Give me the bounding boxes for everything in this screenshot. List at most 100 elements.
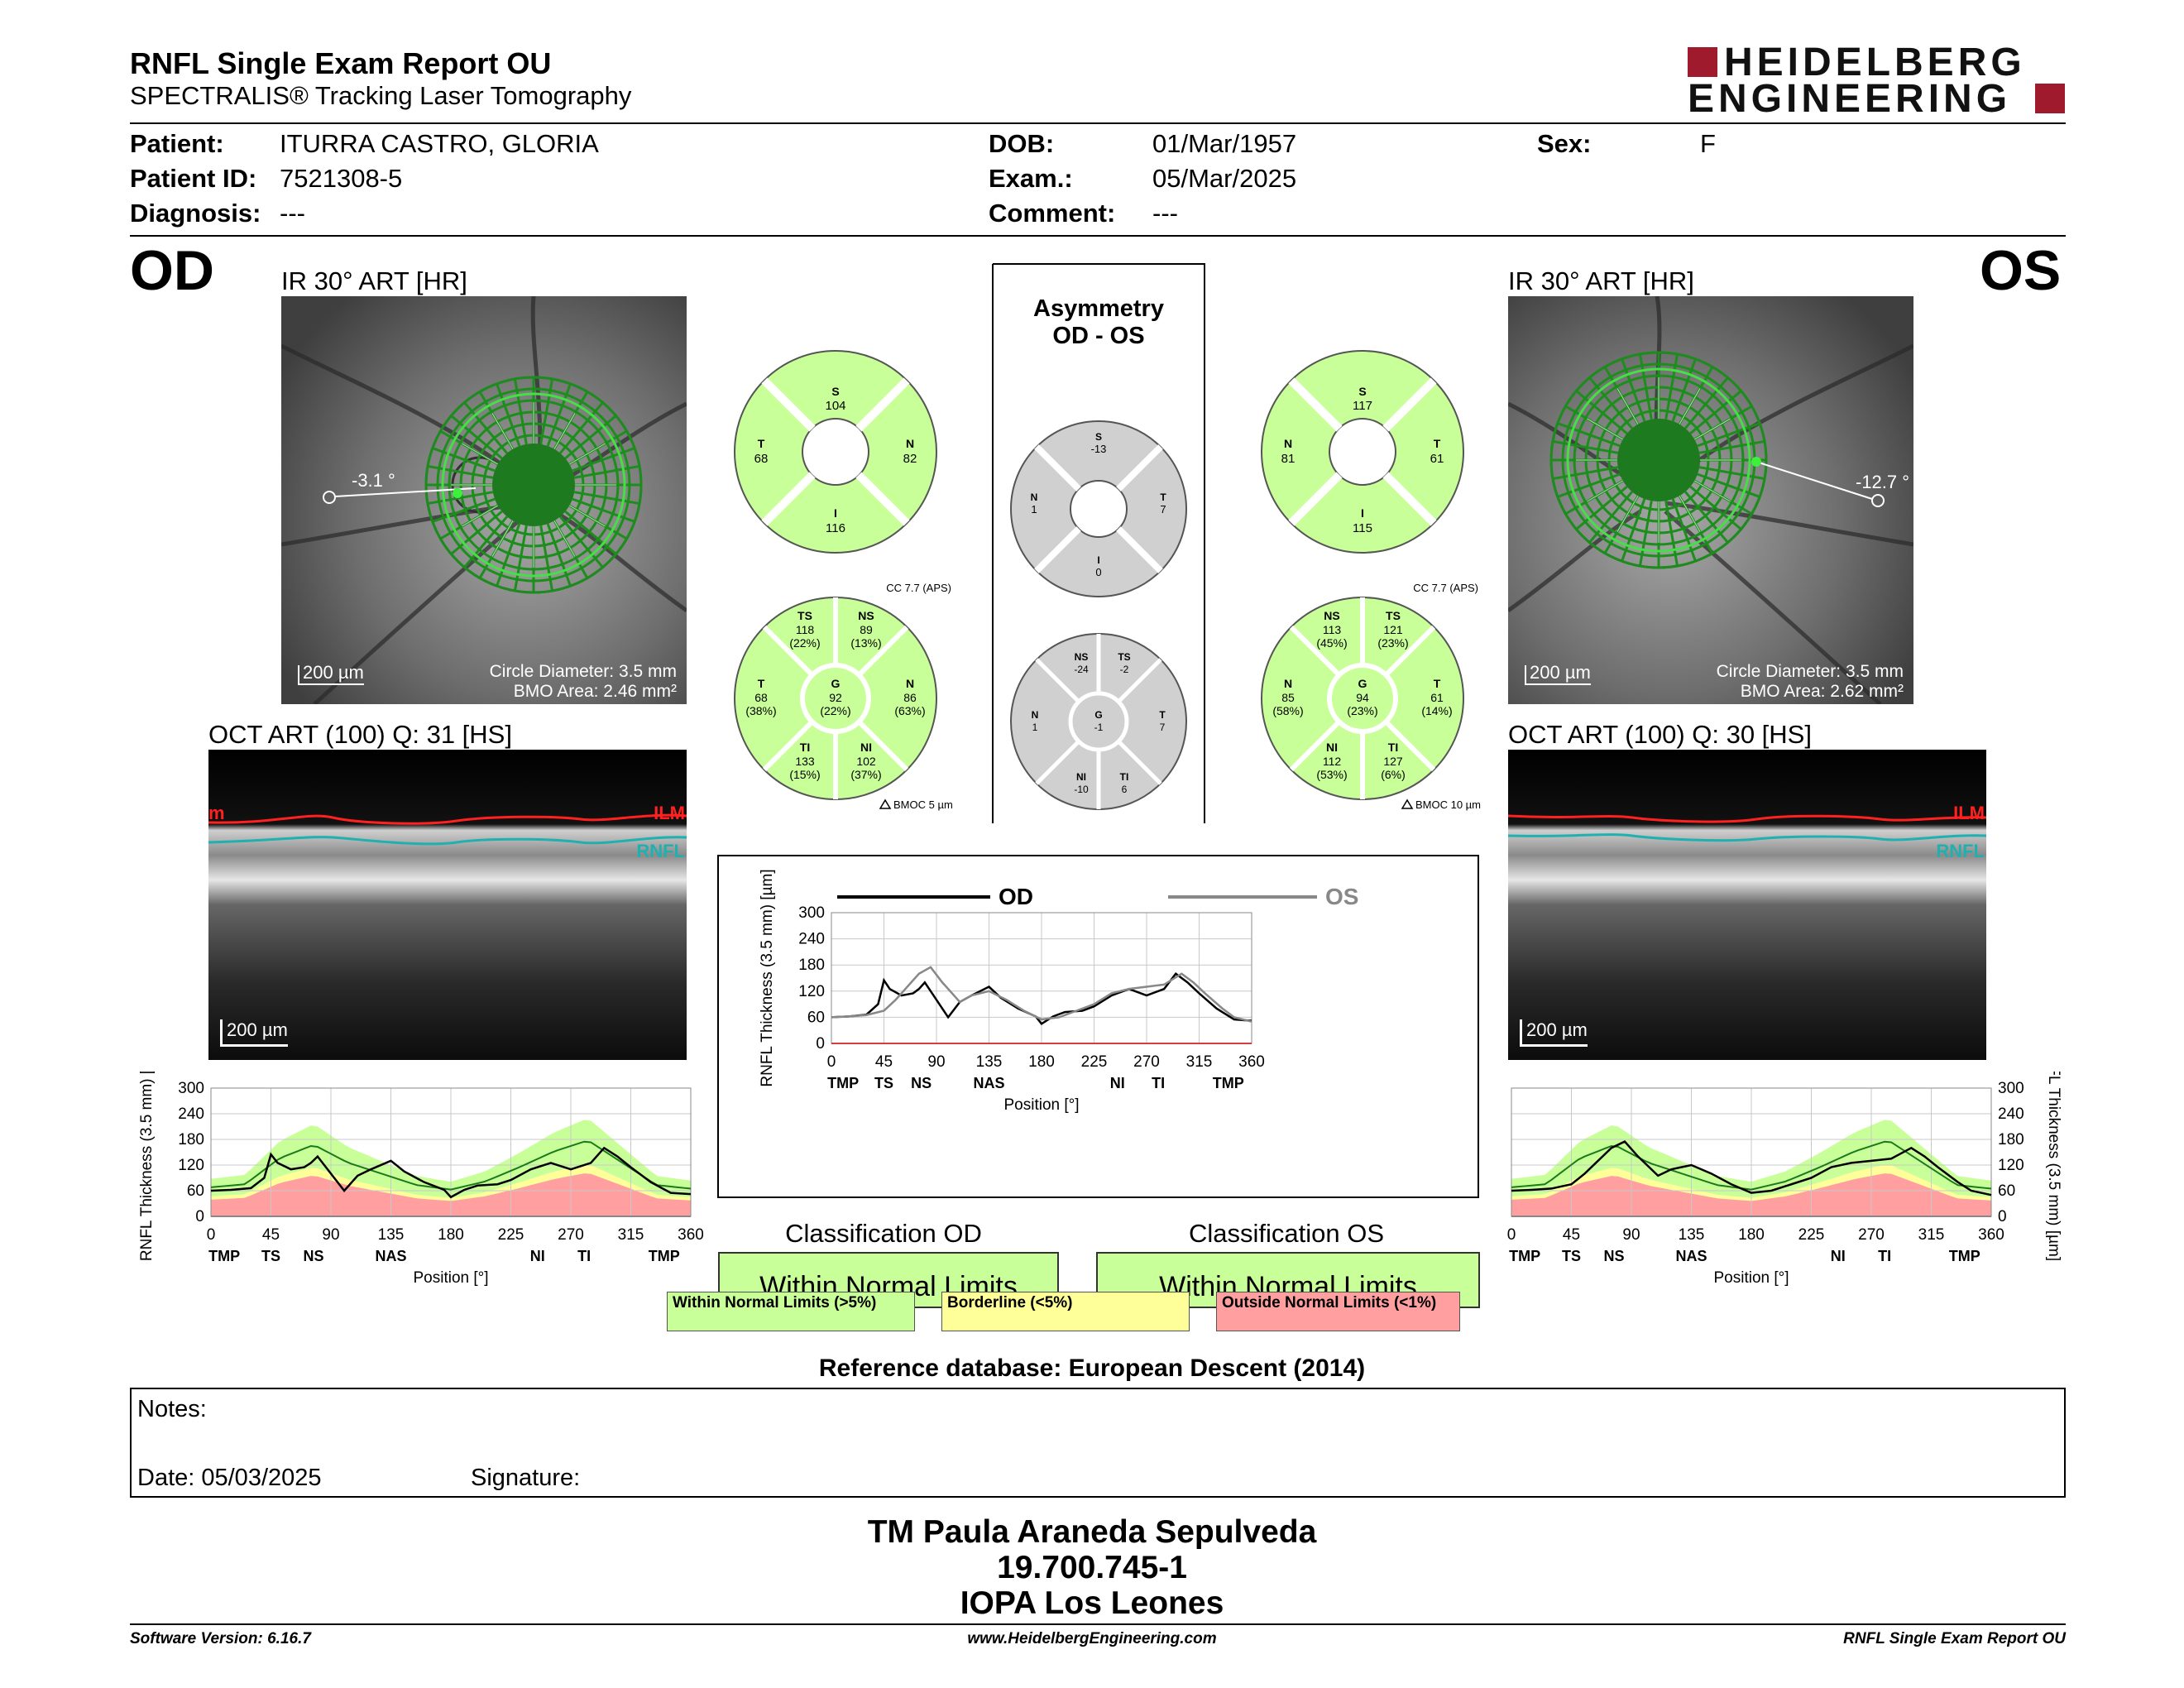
notes-date: Date: 05/03/2025: [137, 1465, 322, 1491]
x-tick-label: 315: [1186, 1053, 1213, 1071]
svg-text:(23%): (23%): [1347, 704, 1377, 717]
svg-text:NI: NI: [1326, 741, 1338, 754]
svg-text:T: T: [758, 677, 765, 690]
legend-outside: Outside Normal Limits (<1%): [1216, 1292, 1460, 1331]
svg-text:T: T: [1434, 677, 1441, 690]
od-oct-scale: 200 µm: [220, 1019, 288, 1047]
svg-text:118: 118: [796, 623, 815, 636]
sector-label: NAS: [375, 1248, 406, 1264]
x-tick-label: 90: [927, 1053, 945, 1071]
sector-label: TMP: [827, 1075, 859, 1091]
x-tick-label: 135: [976, 1053, 1003, 1071]
svg-text:NS: NS: [1324, 609, 1339, 622]
comment-value: ---: [1152, 199, 1178, 228]
y-tick-label: 60: [1998, 1182, 2015, 1200]
od-bmo-area: BMO Area: 2.46 mm²: [513, 682, 677, 701]
svg-text:S: S: [831, 385, 839, 398]
svg-text:133: 133: [795, 755, 815, 768]
asym-title1: Asymmetry: [1033, 295, 1164, 322]
notes-signature: Signature:: [471, 1465, 581, 1491]
y-tick-label: 120: [798, 983, 825, 1000]
x-tick-label: 135: [1679, 1226, 1705, 1244]
svg-text:81: 81: [1281, 452, 1296, 466]
svg-text:115: 115: [1353, 521, 1372, 535]
os-thickness-chart: 0 60 120 180 240 300 0 45 90 135 180 225 270 315 360 TM…: [1507, 1072, 2062, 1287]
sector-label: TI: [577, 1248, 591, 1264]
svg-text:1: 1: [1031, 503, 1037, 516]
svg-text:TS: TS: [797, 609, 812, 622]
os-angle: -12.7 °: [1856, 472, 1910, 492]
x-tick-label: 360: [678, 1226, 703, 1244]
sector-label: NS: [911, 1075, 932, 1091]
y-tick-label: 180: [1998, 1131, 2024, 1149]
svg-text:N: N: [906, 677, 914, 690]
os-ilm-label: ILM: [1953, 803, 1985, 823]
sector-label: TMP: [1213, 1075, 1244, 1091]
patient-id: 7521308-5: [280, 164, 403, 193]
svg-text:(14%): (14%): [1421, 704, 1452, 717]
exam-value: 05/Mar/2025: [1152, 164, 1297, 193]
svg-text:TI: TI: [1120, 771, 1129, 783]
x-tick-label: 0: [1507, 1226, 1516, 1244]
x-tick-label: 90: [322, 1226, 339, 1244]
y-tick-label: 240: [798, 931, 825, 948]
svg-text:I: I: [1361, 506, 1364, 520]
y-tick-label: 60: [807, 1009, 825, 1026]
svg-text:S: S: [1358, 385, 1366, 398]
od-oct-scan: m ILM RNFL 200 µm: [208, 750, 687, 1060]
svg-text:NI: NI: [1076, 771, 1086, 783]
x-tick-label: 180: [1028, 1053, 1055, 1071]
y-tick-label: 300: [1998, 1080, 2024, 1097]
sector-label: TS: [874, 1075, 893, 1091]
svg-text:(15%): (15%): [789, 768, 820, 781]
os-ir-title: IR 30° ART [HR]: [1508, 266, 1694, 295]
svg-text:G: G: [1094, 709, 1102, 721]
footer-website[interactable]: www.HeidelbergEngineering.com: [967, 1630, 1217, 1647]
eye-od-label: OD: [130, 239, 214, 302]
od-thickness-chart: 0 60 120 180 240 300 0 45 90 135 180 225 270 315 360 TM…: [138, 1072, 703, 1287]
y-axis-label: RNFL Thickness (3.5 mm) [µm]: [2045, 1072, 2062, 1261]
y-tick-label: 240: [178, 1105, 204, 1123]
notes-box[interactable]: Notes: Date: 05/03/2025 Signature:: [130, 1388, 2066, 1498]
y-tick-label: 240: [1998, 1105, 2024, 1123]
svg-text:(63%): (63%): [894, 704, 925, 717]
svg-text:TI: TI: [1388, 741, 1398, 754]
x-tick-label: 360: [1238, 1053, 1265, 1071]
x-tick-label: 270: [1133, 1053, 1160, 1071]
heidelberg-logo: HEIDELBERG ENGINEERING: [1688, 41, 2068, 121]
x-tick-label: 0: [827, 1053, 836, 1071]
sector-label: NAS: [1675, 1248, 1707, 1264]
od-oct-title: OCT ART (100) Q: 31 [HS]: [208, 720, 512, 749]
footer-report-name: RNFL Single Exam Report OU: [1843, 1630, 2066, 1647]
sector-label: NI: [530, 1248, 545, 1264]
od-quad-i: 116: [826, 521, 845, 535]
patient-id-label: Patient ID:: [130, 164, 257, 193]
od-quad-n: 82: [903, 452, 917, 466]
x-tick-label: 225: [1798, 1226, 1825, 1244]
legend-borderline: Borderline (<5%): [941, 1292, 1190, 1331]
svg-text:121: 121: [1383, 623, 1403, 636]
x-axis-label: Position [°]: [1713, 1269, 1789, 1287]
y-axis-label: RNFL Thickness (3.5 mm) [µm]: [138, 1072, 156, 1261]
exam-label: Exam.:: [989, 164, 1073, 193]
svg-text:(22%): (22%): [789, 636, 820, 650]
y-tick-label: 300: [798, 904, 825, 922]
sector-label: NAS: [973, 1075, 1004, 1091]
asym-sector-chart: NS -24 TS -2 N 1 G -1 T 7 NI -10 TI 6: [1010, 633, 1187, 810]
patient-name: ITURRA CASTRO, GLORIA: [280, 129, 599, 158]
svg-text:117: 117: [1353, 399, 1372, 413]
svg-text:N: N: [1032, 709, 1039, 721]
svg-text:I: I: [834, 506, 837, 520]
svg-text:(45%): (45%): [1316, 636, 1347, 650]
os-oct-scan: ILM RNFL 200 µm: [1508, 750, 1986, 1060]
os-rnfl-label: RNFL: [1936, 841, 1985, 861]
x-tick-label: 270: [1858, 1226, 1885, 1244]
sector-label: NS: [304, 1248, 324, 1264]
svg-text:N: N: [1031, 492, 1038, 503]
os-cc: CC 7.7 (APS): [1413, 582, 1478, 594]
sex-value: F: [1700, 129, 1716, 158]
x-tick-label: 180: [438, 1226, 464, 1244]
x-tick-label: 0: [207, 1226, 216, 1244]
report-subtitle: SPECTRALIS® Tracking Laser Tomography: [130, 81, 632, 110]
svg-text:(53%): (53%): [1316, 768, 1347, 781]
